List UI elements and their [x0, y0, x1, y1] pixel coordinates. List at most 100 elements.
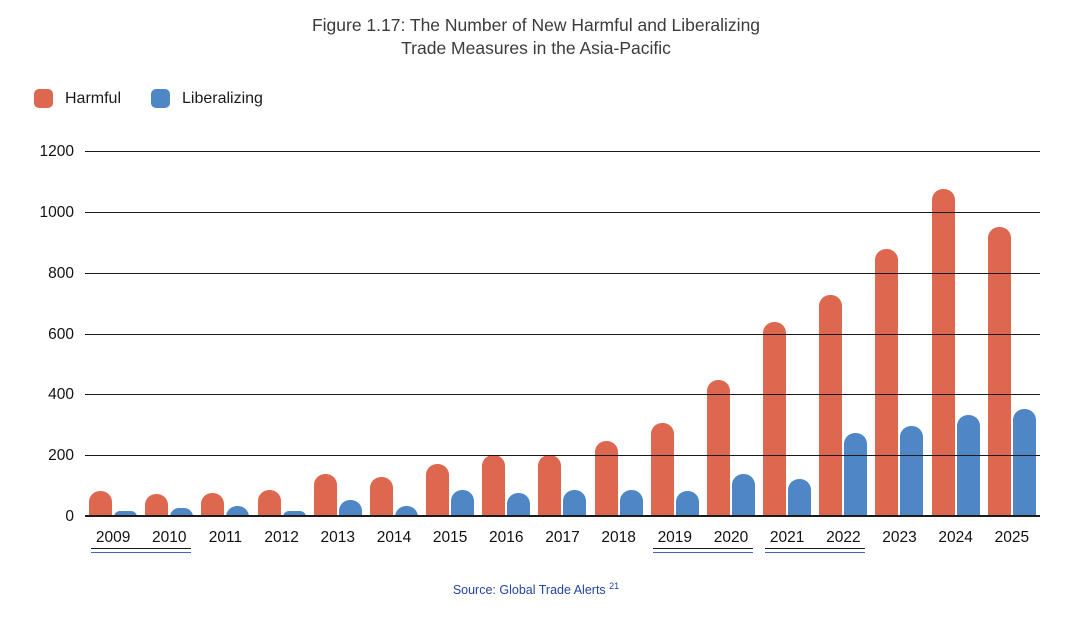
- bar-group-2022: [815, 152, 871, 517]
- x-tick-2020: 2020: [703, 529, 759, 557]
- x-tick-2012: 2012: [254, 529, 310, 557]
- bar-harmful-2024: [931, 188, 955, 517]
- bar-group-2009: [85, 152, 141, 517]
- link-underline-black-2019-2020: [652, 548, 754, 549]
- y-tick-label-0: 0: [65, 508, 74, 525]
- bar-harmful-2014: [369, 477, 393, 517]
- bar-liberalizing-2017: [563, 489, 587, 517]
- year-label-2015: 2015: [432, 529, 468, 546]
- bar-liberalizing-2014: [394, 506, 418, 517]
- bar-group-2019: [647, 152, 703, 517]
- y-tick-label-1200: 1200: [39, 143, 74, 160]
- bar-liberalizing-2010: [170, 507, 194, 517]
- x-tick-2017: 2017: [534, 529, 590, 557]
- footnote-ref[interactable]: 21: [609, 581, 620, 591]
- bar-harmful-2022: [819, 294, 843, 517]
- bar-liberalizing-2022: [844, 433, 868, 517]
- harmful-swatch-icon: [34, 89, 53, 108]
- bar-harmful-2013: [313, 474, 337, 517]
- year-link-2009[interactable]: 2009: [95, 529, 131, 546]
- bar-liberalizing-2024: [956, 415, 980, 517]
- bar-harmful-2010: [145, 494, 169, 517]
- year-link-2021[interactable]: 2021: [769, 529, 805, 546]
- liberalizing-swatch-icon: [151, 89, 171, 108]
- bar-harmful-2019: [650, 422, 674, 517]
- y-tick-label-1000: 1000: [39, 203, 74, 221]
- year-label-2013: 2013: [320, 529, 356, 546]
- bar-liberalizing-2012: [282, 510, 306, 517]
- year-label-2011: 2011: [208, 529, 243, 546]
- year-link-2019[interactable]: 2019: [657, 529, 693, 546]
- gridline-1200: [85, 151, 1040, 152]
- bar-liberalizing-2018: [619, 489, 643, 517]
- source-text: Source: Global Trade Alerts: [452, 583, 610, 598]
- link-underline-black-2009-2010: [91, 548, 192, 549]
- bar-group-2017: [534, 152, 590, 517]
- gridline-0: [85, 515, 1040, 517]
- x-tick-2019: 2019: [647, 529, 703, 557]
- y-tick-label-600: 600: [48, 325, 74, 343]
- bar-liberalizing-2023: [900, 425, 924, 517]
- x-tick-2021: 2021: [759, 529, 815, 557]
- y-axis-labels: 0 200 400 600 800 1000 1200: [0, 143, 76, 525]
- bar-group-2025: [984, 152, 1040, 517]
- bar-liberalizing-2021: [788, 478, 812, 517]
- bar-group-2011: [197, 152, 253, 517]
- gridline-400: [85, 394, 1040, 396]
- x-tick-2009: 2009: [85, 529, 141, 557]
- year-label-2023: 2023: [882, 529, 917, 546]
- bar-harmful-2021: [763, 322, 787, 517]
- bar-liberalizing-2013: [338, 500, 362, 517]
- x-tick-2014: 2014: [366, 529, 422, 557]
- source-note: Source: Global Trade Alerts 21: [0, 581, 1072, 597]
- y-tick-label-800: 800: [48, 264, 74, 282]
- x-axis-labels: 2009 2010 2011 2012 2013 2014 2015 2016 2017 2018…: [85, 529, 1040, 557]
- link-underline-blue-2021-2022: [765, 552, 866, 553]
- bar-liberalizing-2015: [451, 489, 475, 517]
- year-link-2020[interactable]: 2020: [713, 529, 749, 546]
- bar-liberalizing-2011: [226, 506, 250, 517]
- bar-harmful-2009: [89, 491, 113, 517]
- bar-liberalizing-2019: [675, 491, 699, 517]
- bar-group-2024: [928, 152, 984, 517]
- year-label-2016: 2016: [489, 529, 524, 546]
- year-label-2018: 2018: [601, 529, 636, 546]
- year-label-2025: 2025: [994, 529, 1030, 546]
- legend: Harmful Liberalizing: [34, 89, 263, 108]
- bar-group-2020: [703, 152, 759, 517]
- x-tick-2024: 2024: [928, 529, 984, 557]
- bar-liberalizing-2016: [507, 492, 531, 517]
- x-tick-2015: 2015: [422, 529, 478, 557]
- bar-group-2013: [310, 152, 366, 517]
- x-tick-2010: 2010: [141, 529, 197, 557]
- x-tick-2023: 2023: [871, 529, 927, 557]
- gridline-1000: [85, 211, 1040, 213]
- bar-group-2018: [591, 152, 647, 517]
- bar-harmful-2017: [538, 454, 562, 517]
- x-tick-2022: 2022: [815, 529, 871, 557]
- bar-group-2012: [254, 152, 310, 517]
- bar-group-2016: [478, 152, 534, 517]
- bar-group-2021: [759, 152, 815, 517]
- year-link-2022[interactable]: 2022: [826, 529, 861, 546]
- gridline-200: [85, 455, 1040, 457]
- bar-harmful-2018: [594, 440, 618, 517]
- chart-title-line2: Trade Measures in the Asia-Pacific: [401, 38, 671, 58]
- x-tick-2018: 2018: [591, 529, 647, 557]
- year-label-2024: 2024: [938, 529, 973, 546]
- legend-item-harmful: Harmful: [34, 89, 121, 108]
- bar-harmful-2012: [257, 489, 281, 517]
- year-link-2010[interactable]: 2010: [152, 529, 187, 546]
- link-underline-blue-2009-2010: [91, 552, 192, 553]
- year-label-2012: 2012: [264, 529, 299, 546]
- x-tick-2013: 2013: [310, 529, 366, 557]
- gridline-600: [85, 333, 1040, 335]
- gridline-800: [85, 272, 1040, 274]
- x-tick-2025: 2025: [984, 529, 1040, 557]
- link-underline-black-2021-2022: [765, 548, 866, 549]
- y-tick-label-200: 200: [48, 447, 74, 465]
- year-label-2014: 2014: [376, 529, 412, 546]
- bar-group-2014: [366, 152, 422, 517]
- link-underline-blue-2019-2020: [652, 552, 754, 553]
- x-tick-2016: 2016: [478, 529, 534, 557]
